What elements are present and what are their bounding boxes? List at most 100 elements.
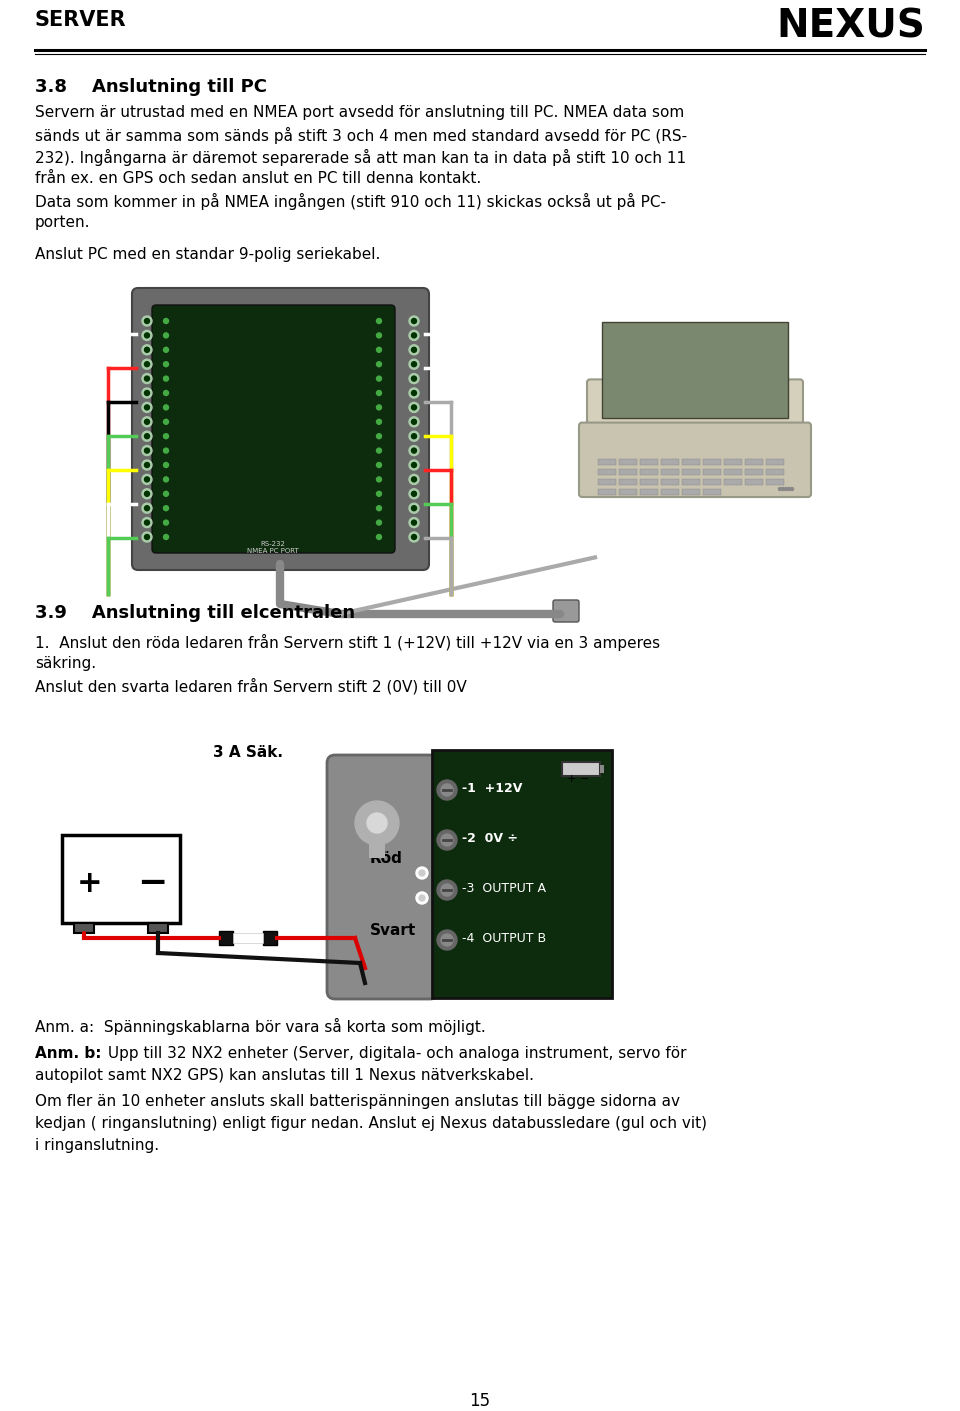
Bar bbox=[703, 478, 721, 485]
Bar bbox=[598, 468, 616, 476]
Circle shape bbox=[781, 487, 784, 491]
Bar bbox=[598, 490, 616, 495]
Circle shape bbox=[412, 333, 417, 337]
Bar bbox=[766, 459, 784, 466]
Circle shape bbox=[412, 319, 417, 323]
Circle shape bbox=[163, 419, 169, 425]
Circle shape bbox=[145, 521, 150, 525]
Text: i ringanslutning.: i ringanslutning. bbox=[35, 1139, 159, 1153]
Bar bbox=[724, 478, 742, 485]
Bar bbox=[600, 765, 604, 773]
Text: 1.  Anslut den röda ledaren från Servern stift 1 (+12V) till +12V via en 3 amper: 1. Anslut den röda ledaren från Servern … bbox=[35, 634, 660, 650]
Circle shape bbox=[376, 535, 381, 539]
Circle shape bbox=[142, 402, 152, 412]
Circle shape bbox=[409, 532, 419, 542]
Circle shape bbox=[409, 488, 419, 499]
Bar bbox=[640, 478, 658, 485]
Text: Anm. a:  Spänningskablarna bör vara så korta som möjligt.: Anm. a: Spänningskablarna bör vara så ko… bbox=[35, 1017, 486, 1036]
Text: 15: 15 bbox=[469, 1393, 491, 1410]
Text: kedjan ( ringanslutning) enligt figur nedan. Anslut ej Nexus databussledare (gul: kedjan ( ringanslutning) enligt figur ne… bbox=[35, 1116, 707, 1132]
Circle shape bbox=[163, 433, 169, 439]
Circle shape bbox=[409, 316, 419, 326]
Circle shape bbox=[145, 491, 150, 497]
Text: från ex. en GPS och sedan anslut en PC till denna kontakt.: från ex. en GPS och sedan anslut en PC t… bbox=[35, 171, 481, 186]
Circle shape bbox=[409, 474, 419, 484]
Circle shape bbox=[412, 405, 417, 411]
Circle shape bbox=[145, 377, 150, 381]
Text: −: − bbox=[137, 866, 167, 900]
Circle shape bbox=[409, 518, 419, 528]
Bar bbox=[219, 931, 233, 945]
Circle shape bbox=[145, 391, 150, 395]
Circle shape bbox=[790, 487, 794, 491]
Text: NEXUS: NEXUS bbox=[776, 8, 925, 47]
Circle shape bbox=[441, 785, 453, 796]
Circle shape bbox=[441, 885, 453, 896]
Bar bbox=[661, 490, 679, 495]
Bar bbox=[619, 490, 637, 495]
Circle shape bbox=[163, 347, 169, 353]
Bar bbox=[745, 459, 763, 466]
Bar bbox=[682, 490, 700, 495]
Circle shape bbox=[145, 433, 150, 439]
Text: + −: + − bbox=[567, 775, 589, 785]
Text: Servern är utrustad med en NMEA port avsedd för anslutning till PC. NMEA data so: Servern är utrustad med en NMEA port avs… bbox=[35, 104, 684, 120]
Circle shape bbox=[163, 319, 169, 323]
Text: -4  OUTPUT B: -4 OUTPUT B bbox=[462, 933, 546, 945]
Circle shape bbox=[163, 333, 169, 337]
Circle shape bbox=[142, 316, 152, 326]
Circle shape bbox=[409, 374, 419, 384]
Circle shape bbox=[779, 487, 781, 491]
Bar bbox=[724, 459, 742, 466]
Bar bbox=[619, 459, 637, 466]
Circle shape bbox=[163, 477, 169, 483]
Bar bbox=[661, 459, 679, 466]
Circle shape bbox=[163, 505, 169, 511]
Bar bbox=[640, 468, 658, 476]
Bar bbox=[619, 478, 637, 485]
Circle shape bbox=[412, 521, 417, 525]
Circle shape bbox=[376, 319, 381, 323]
Circle shape bbox=[376, 449, 381, 453]
Bar bbox=[703, 468, 721, 476]
Circle shape bbox=[142, 344, 152, 354]
Bar bbox=[598, 459, 616, 466]
Circle shape bbox=[142, 532, 152, 542]
Circle shape bbox=[409, 432, 419, 442]
Circle shape bbox=[412, 347, 417, 353]
Circle shape bbox=[142, 474, 152, 484]
Circle shape bbox=[163, 391, 169, 395]
Circle shape bbox=[412, 463, 417, 467]
Circle shape bbox=[412, 361, 417, 367]
Bar bbox=[682, 468, 700, 476]
Bar bbox=[233, 933, 263, 943]
Circle shape bbox=[376, 405, 381, 411]
Circle shape bbox=[145, 477, 150, 483]
Text: Upp till 32 NX2 enheter (Server, digitala- och analoga instrument, servo för: Upp till 32 NX2 enheter (Server, digital… bbox=[103, 1046, 686, 1061]
Circle shape bbox=[376, 477, 381, 483]
Circle shape bbox=[376, 491, 381, 497]
Circle shape bbox=[409, 504, 419, 514]
Circle shape bbox=[142, 388, 152, 398]
FancyBboxPatch shape bbox=[327, 755, 438, 999]
FancyBboxPatch shape bbox=[579, 423, 811, 497]
Text: Röd: Röd bbox=[370, 851, 403, 866]
Circle shape bbox=[163, 463, 169, 467]
Circle shape bbox=[145, 505, 150, 511]
Bar bbox=[745, 478, 763, 485]
Circle shape bbox=[412, 535, 417, 539]
Circle shape bbox=[376, 333, 381, 337]
Circle shape bbox=[163, 361, 169, 367]
Circle shape bbox=[145, 449, 150, 453]
Circle shape bbox=[409, 460, 419, 470]
Circle shape bbox=[441, 934, 453, 945]
Circle shape bbox=[163, 535, 169, 539]
Bar bbox=[766, 478, 784, 485]
Circle shape bbox=[376, 391, 381, 395]
Circle shape bbox=[145, 535, 150, 539]
Circle shape bbox=[376, 521, 381, 525]
Circle shape bbox=[355, 801, 399, 845]
Bar bbox=[263, 931, 277, 945]
FancyBboxPatch shape bbox=[152, 305, 395, 553]
Circle shape bbox=[409, 402, 419, 412]
